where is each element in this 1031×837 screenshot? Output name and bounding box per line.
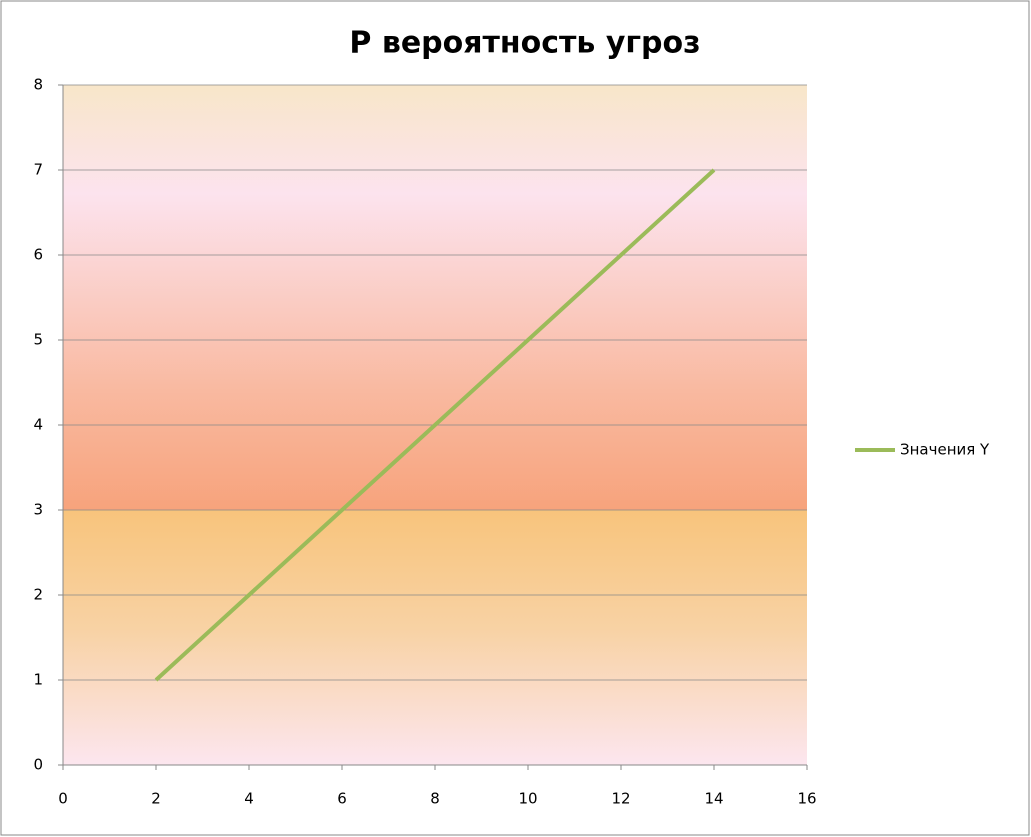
y-tick-label: 4	[33, 416, 43, 434]
line-series	[154, 168, 716, 682]
x-tick-label: 6	[337, 790, 347, 808]
y-tick-label: 3	[33, 501, 43, 519]
x-tick-label: 14	[704, 790, 723, 808]
y-tick-label: 7	[33, 161, 43, 179]
x-tick-label: 8	[430, 790, 440, 808]
y-tick-label: 6	[33, 246, 43, 264]
x-tick-label: 0	[58, 790, 68, 808]
x-tick-label: 16	[797, 790, 816, 808]
y-tick-label: 8	[33, 76, 43, 94]
y-tick-label: 1	[33, 671, 43, 689]
x-tick-label: 10	[518, 790, 537, 808]
chart-title: P вероятность угроз	[349, 26, 700, 61]
legend-label: Значения Y	[900, 441, 990, 459]
x-tick-label: 12	[611, 790, 630, 808]
x-tick-label: 4	[244, 790, 254, 808]
y-tick-label: 5	[33, 331, 43, 349]
x-tick-label: 2	[151, 790, 161, 808]
y-tick-label: 0	[33, 756, 43, 774]
y-tick-label: 2	[33, 586, 43, 604]
